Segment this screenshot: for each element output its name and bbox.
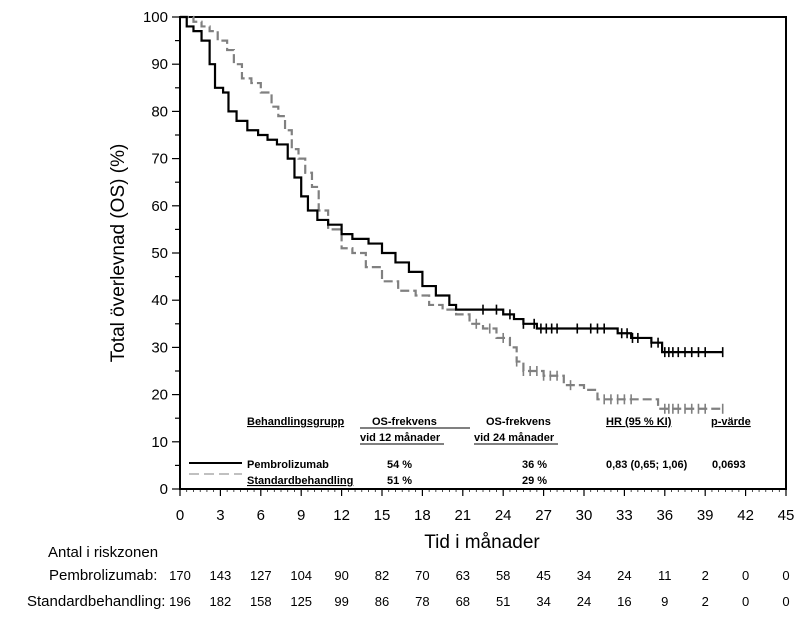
y-tick-label: 20: [151, 387, 168, 404]
x-tick-label: 33: [616, 507, 633, 524]
curve-standardbehandling: [180, 15, 723, 410]
y-tick-label: 10: [151, 434, 168, 451]
x-tick-label: 15: [374, 507, 391, 524]
legend-row-standard-os24: 29 %: [522, 475, 547, 487]
y-tick-label: 70: [151, 151, 168, 168]
risk-count: 158: [250, 594, 272, 609]
legend-row-pembro-hr: 0,83 (0,65; 1,06): [606, 459, 688, 471]
risk-count: 0: [742, 568, 749, 583]
risk-count: 104: [290, 568, 312, 583]
y-tick-label: 0: [160, 481, 168, 498]
legend-header-os12-sub: vid 12 månader: [360, 432, 441, 444]
x-tick-label: 30: [576, 507, 593, 524]
risk-count: 63: [456, 568, 470, 583]
risk-count: 51: [496, 594, 510, 609]
x-axis: 0 3 6 9 12 15 18 21 24 27 30 33 36 39 42 45: [176, 489, 795, 524]
y-tick-label: 60: [151, 198, 168, 215]
x-tick-label: 24: [495, 507, 512, 524]
risk-count: 90: [334, 568, 348, 583]
legend-row-standard-os12: 51 %: [387, 475, 412, 487]
risk-count: 182: [210, 594, 232, 609]
y-axis-title: Total överlevnad (OS) (%): [108, 144, 129, 363]
risk-count: 0: [742, 594, 749, 609]
risk-count: 68: [456, 594, 470, 609]
legend-header-os24: OS-frekvens: [486, 416, 551, 428]
risk-count: 86: [375, 594, 389, 609]
y-tick-label: 50: [151, 245, 168, 262]
legend-row-pembro-os24: 36 %: [522, 459, 547, 471]
risk-count: 45: [536, 568, 550, 583]
risk-count: 9: [661, 594, 668, 609]
y-tick-label: 30: [151, 339, 168, 356]
x-tick-label: 39: [697, 507, 714, 524]
x-tick-label: 45: [778, 507, 795, 524]
risk-count: 16: [617, 594, 631, 609]
x-tick-label: 27: [535, 507, 552, 524]
risk-count: 11: [658, 568, 672, 583]
risk-count: 34: [577, 568, 591, 583]
x-tick-label: 21: [454, 507, 471, 524]
x-tick-label: 18: [414, 507, 431, 524]
legend-row-standard-group: Standardbehandling: [247, 475, 353, 487]
risk-count: 24: [617, 568, 631, 583]
legend-row-pembro-os12: 54 %: [387, 459, 412, 471]
risk-count: 143: [210, 568, 232, 583]
risk-row-label-standard: Standardbehandling:: [27, 593, 165, 610]
x-tick-label: 42: [737, 507, 754, 524]
y-tick-label: 40: [151, 292, 168, 309]
x-tick-label: 36: [656, 507, 673, 524]
legend-row-pembro-p: 0,0693: [712, 459, 746, 471]
risk-count: 34: [536, 594, 550, 609]
legend-header-os12: OS-frekvens: [372, 416, 437, 428]
risk-count: 127: [250, 568, 272, 583]
x-tick-label: 9: [297, 507, 305, 524]
y-axis: 0 10 20 30 40 50 60 70 80 90 100: [143, 9, 180, 498]
risk-count: 0: [782, 568, 789, 583]
legend-table: Behandlingsgrupp OS-frekvens vid 12 måna…: [189, 416, 751, 487]
risk-count: 24: [577, 594, 591, 609]
risk-count: 82: [375, 568, 389, 583]
legend-header-hr: HR (95 % KI): [606, 416, 672, 428]
legend-row-pembro-group: Pembrolizumab: [247, 459, 329, 471]
x-tick-label: 6: [257, 507, 265, 524]
risk-count: 125: [290, 594, 312, 609]
risk-count: 196: [169, 594, 191, 609]
survival-curves: [180, 15, 724, 414]
curve-pembrolizumab: [180, 15, 723, 354]
x-tick-label: 0: [176, 507, 184, 524]
risk-count: 58: [496, 568, 510, 583]
x-tick-label: 12: [333, 507, 350, 524]
y-tick-label: 90: [151, 56, 168, 73]
risk-count: 78: [415, 594, 429, 609]
x-tick-label: 3: [216, 507, 224, 524]
risk-count: 2: [702, 594, 709, 609]
risk-row-label-pembrolizumab: Pembrolizumab:: [49, 567, 157, 584]
risk-count: 2: [702, 568, 709, 583]
risk-count: 0: [782, 594, 789, 609]
risk-count: 170: [169, 568, 191, 583]
risk-table: Antal i riskzonen Pembrolizumab: Standar…: [27, 544, 790, 610]
risk-count: 99: [334, 594, 348, 609]
legend-header-os24-sub: vid 24 månader: [474, 432, 555, 444]
x-axis-title: Tid i månader: [424, 532, 540, 553]
risk-count: 70: [415, 568, 429, 583]
y-tick-label: 80: [151, 103, 168, 120]
legend-header-group: Behandlingsgrupp: [247, 416, 344, 428]
risk-table-title: Antal i riskzonen: [48, 544, 158, 561]
legend-header-p: p-värde: [711, 416, 751, 428]
y-tick-label: 100: [143, 9, 168, 26]
